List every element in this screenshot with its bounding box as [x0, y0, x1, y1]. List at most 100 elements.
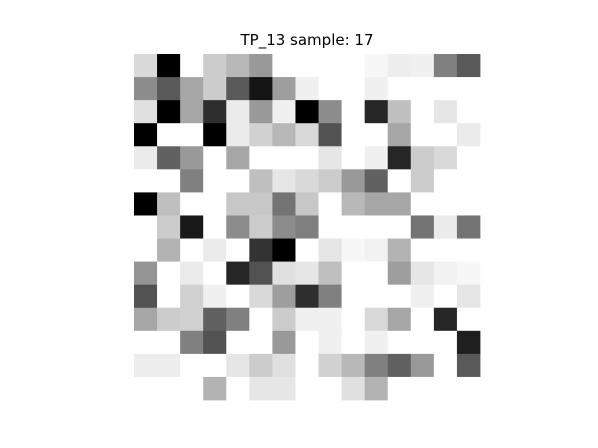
heatmap-cell [387, 284, 412, 309]
heatmap-cell [341, 100, 366, 124]
heatmap-cell [364, 376, 389, 401]
heatmap-cell [226, 192, 250, 216]
heatmap-cell [433, 54, 458, 78]
heatmap-cell [387, 215, 412, 239]
heatmap-cell [318, 238, 342, 262]
heatmap-cell [203, 261, 227, 286]
heatmap-cell [272, 100, 296, 124]
heatmap-cell [341, 376, 366, 401]
heatmap-cell [203, 238, 227, 262]
heatmap-cell [134, 123, 158, 147]
heatmap-cell [318, 261, 342, 286]
heatmap-cell [249, 169, 273, 193]
heatmap-cell [226, 307, 250, 332]
heatmap-cell [134, 307, 158, 332]
heatmap-cell [456, 54, 481, 78]
heatmap-cell [456, 330, 481, 355]
heatmap-cell [226, 215, 250, 239]
heatmap-cell [180, 146, 204, 170]
heatmap-cell [410, 330, 435, 355]
heatmap-cell [249, 238, 273, 262]
heatmap-cell [249, 376, 273, 401]
heatmap-cell [272, 146, 296, 170]
heatmap-cell [433, 215, 458, 239]
heatmap-cell [433, 169, 458, 193]
heatmap-cell [180, 169, 204, 193]
heatmap-cell [387, 330, 412, 355]
heatmap-cell [134, 261, 158, 286]
heatmap-cell [203, 284, 227, 309]
heatmap-cell [318, 54, 342, 78]
heatmap-cell [157, 284, 181, 309]
heatmap-cell [157, 307, 181, 332]
heatmap-cell [433, 353, 458, 378]
heatmap-cell [364, 353, 389, 378]
heatmap-cell [203, 307, 227, 332]
heatmap-cell [364, 77, 389, 101]
heatmap-cell [157, 123, 181, 147]
heatmap-cell [180, 54, 204, 78]
heatmap-cell [226, 77, 250, 101]
heatmap-cell [456, 100, 481, 124]
heatmap-cell [410, 100, 435, 124]
heatmap-cell [318, 123, 342, 147]
heatmap-cell [203, 100, 227, 124]
heatmap-cell [410, 307, 435, 332]
heatmap-cell [249, 146, 273, 170]
heatmap-cell [203, 146, 227, 170]
heatmap-cell [180, 215, 204, 239]
heatmap-cell [180, 284, 204, 309]
heatmap-cell [295, 261, 319, 286]
heatmap-cell [364, 238, 389, 262]
heatmap-cell [295, 284, 319, 309]
heatmap-cell [295, 215, 319, 239]
heatmap-cell [226, 100, 250, 124]
heatmap-cell [387, 54, 412, 78]
heatmap-cell [456, 192, 481, 216]
heatmap-cell [272, 330, 296, 355]
heatmap-cell [272, 77, 296, 101]
heatmap-cell [249, 330, 273, 355]
heatmap-cell [387, 238, 412, 262]
heatmap-cell [134, 330, 158, 355]
heatmap-cell [387, 169, 412, 193]
heatmap-cell [456, 261, 481, 286]
heatmap-cell [272, 376, 296, 401]
heatmap-cell [272, 261, 296, 286]
heatmap-cell [272, 169, 296, 193]
heatmap-cell [433, 146, 458, 170]
heatmap-cell [456, 146, 481, 170]
heatmap-cell [433, 376, 458, 401]
heatmap-cell [203, 77, 227, 101]
heatmap-cell [180, 353, 204, 378]
heatmap-cell [203, 192, 227, 216]
heatmap-cell [157, 77, 181, 101]
heatmap-cell [433, 284, 458, 309]
heatmap-cell [318, 146, 342, 170]
heatmap-cell [249, 77, 273, 101]
heatmap-cell [318, 376, 342, 401]
heatmap-cell [433, 330, 458, 355]
heatmap-cell [341, 192, 366, 216]
heatmap-cell [456, 77, 481, 101]
heatmap-cell [157, 169, 181, 193]
heatmap-cell [295, 307, 319, 332]
heatmap-cell [318, 284, 342, 309]
heatmap-cell [295, 54, 319, 78]
heatmap-cell [180, 100, 204, 124]
heatmap-cell [318, 353, 342, 378]
heatmap-cell [272, 238, 296, 262]
heatmap-cell [180, 238, 204, 262]
heatmap-cell [387, 100, 412, 124]
heatmap-cell [157, 238, 181, 262]
heatmap-cell [226, 169, 250, 193]
heatmap-cell [134, 238, 158, 262]
heatmap-cell [364, 307, 389, 332]
heatmap-cell [295, 100, 319, 124]
heatmap-cell [134, 353, 158, 378]
heatmap-cell [341, 146, 366, 170]
heatmap-cell [226, 123, 250, 147]
heatmap-cell [410, 54, 435, 78]
heatmap-cell [456, 238, 481, 262]
